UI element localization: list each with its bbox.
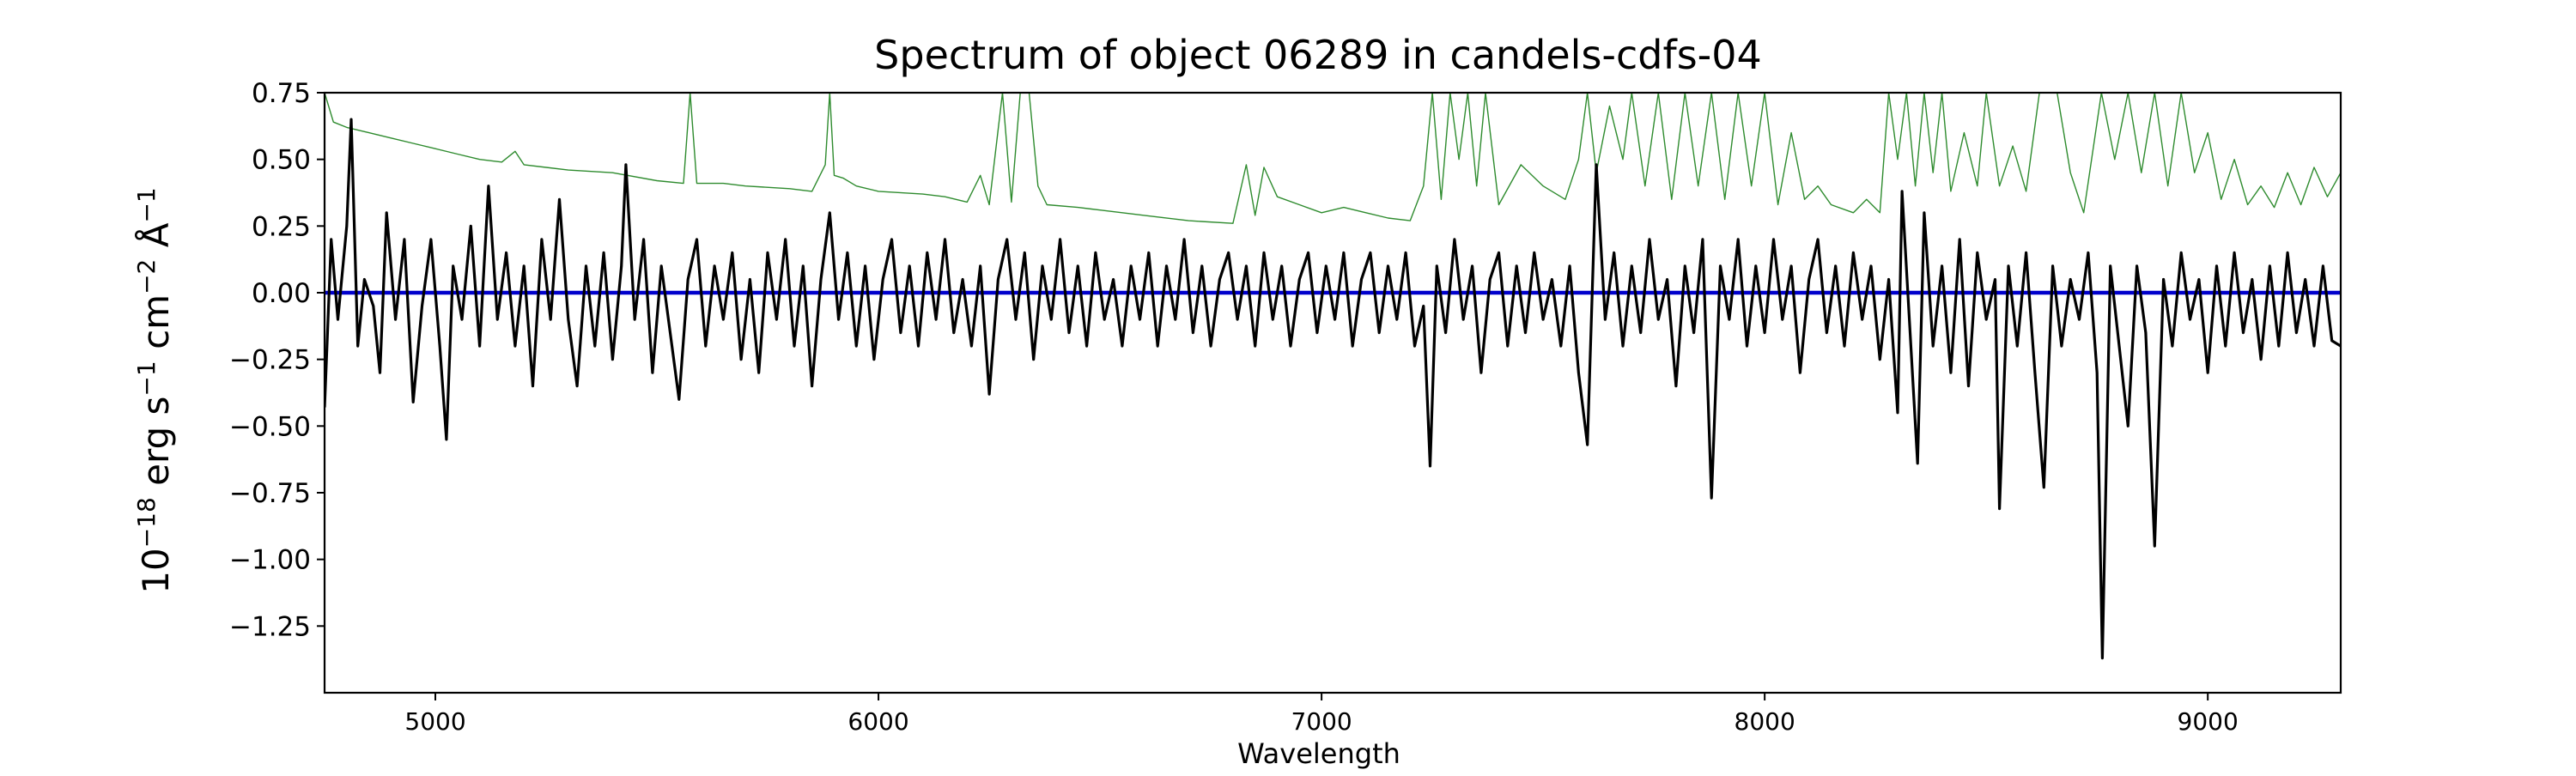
y-axis-label-exp4: −1 bbox=[132, 187, 161, 222]
y-tick-label: −1.00 bbox=[229, 545, 311, 576]
y-tick-label: 0.00 bbox=[252, 278, 311, 309]
x-tick-label: 5000 bbox=[404, 707, 465, 736]
y-axis-label-exp3: −2 bbox=[132, 259, 161, 294]
series-flux-line bbox=[325, 118, 2341, 660]
y-axis-label-unit1: erg s bbox=[135, 397, 177, 498]
series-noise-line bbox=[325, 93, 2341, 224]
chart-title: Spectrum of object 06289 in candels-cdfs… bbox=[874, 32, 1762, 78]
series-layer bbox=[325, 93, 2341, 660]
y-tick-label: −0.75 bbox=[229, 478, 311, 509]
y-tick-label: 0.25 bbox=[252, 211, 311, 242]
y-tick-label: −1.25 bbox=[229, 611, 311, 642]
x-tick-label: 7000 bbox=[1291, 707, 1352, 736]
x-tick-label: 8000 bbox=[1735, 707, 1795, 736]
x-axis-ticks: 5000 6000 7000 8000 9000 bbox=[404, 693, 2239, 736]
y-axis-label-base: 10 bbox=[135, 548, 177, 593]
y-axis-ticks: 0.75 0.50 0.25 0.00 −0.25 −0.50 −0.75 −1.00 −1.2… bbox=[229, 78, 325, 642]
y-tick-label: 0.50 bbox=[252, 145, 311, 176]
y-axis-label-exp2: −1 bbox=[132, 361, 161, 396]
y-tick-label: −0.25 bbox=[229, 345, 311, 376]
x-axis-label: Wavelength bbox=[1237, 737, 1400, 770]
y-axis-label-unit2: cm bbox=[135, 294, 177, 361]
plot-area-frame bbox=[323, 91, 2342, 694]
y-tick-label: −0.50 bbox=[229, 411, 311, 442]
y-axis-label: 10−18 erg s−1 cm−2 Å−1 bbox=[132, 187, 177, 593]
x-tick-label: 6000 bbox=[848, 707, 908, 736]
y-tick-label: 0.75 bbox=[252, 78, 311, 109]
y-axis-label-unit3: Å bbox=[134, 222, 177, 258]
y-axis-label-exp1: −18 bbox=[132, 497, 161, 548]
x-tick-label: 9000 bbox=[2178, 707, 2239, 736]
